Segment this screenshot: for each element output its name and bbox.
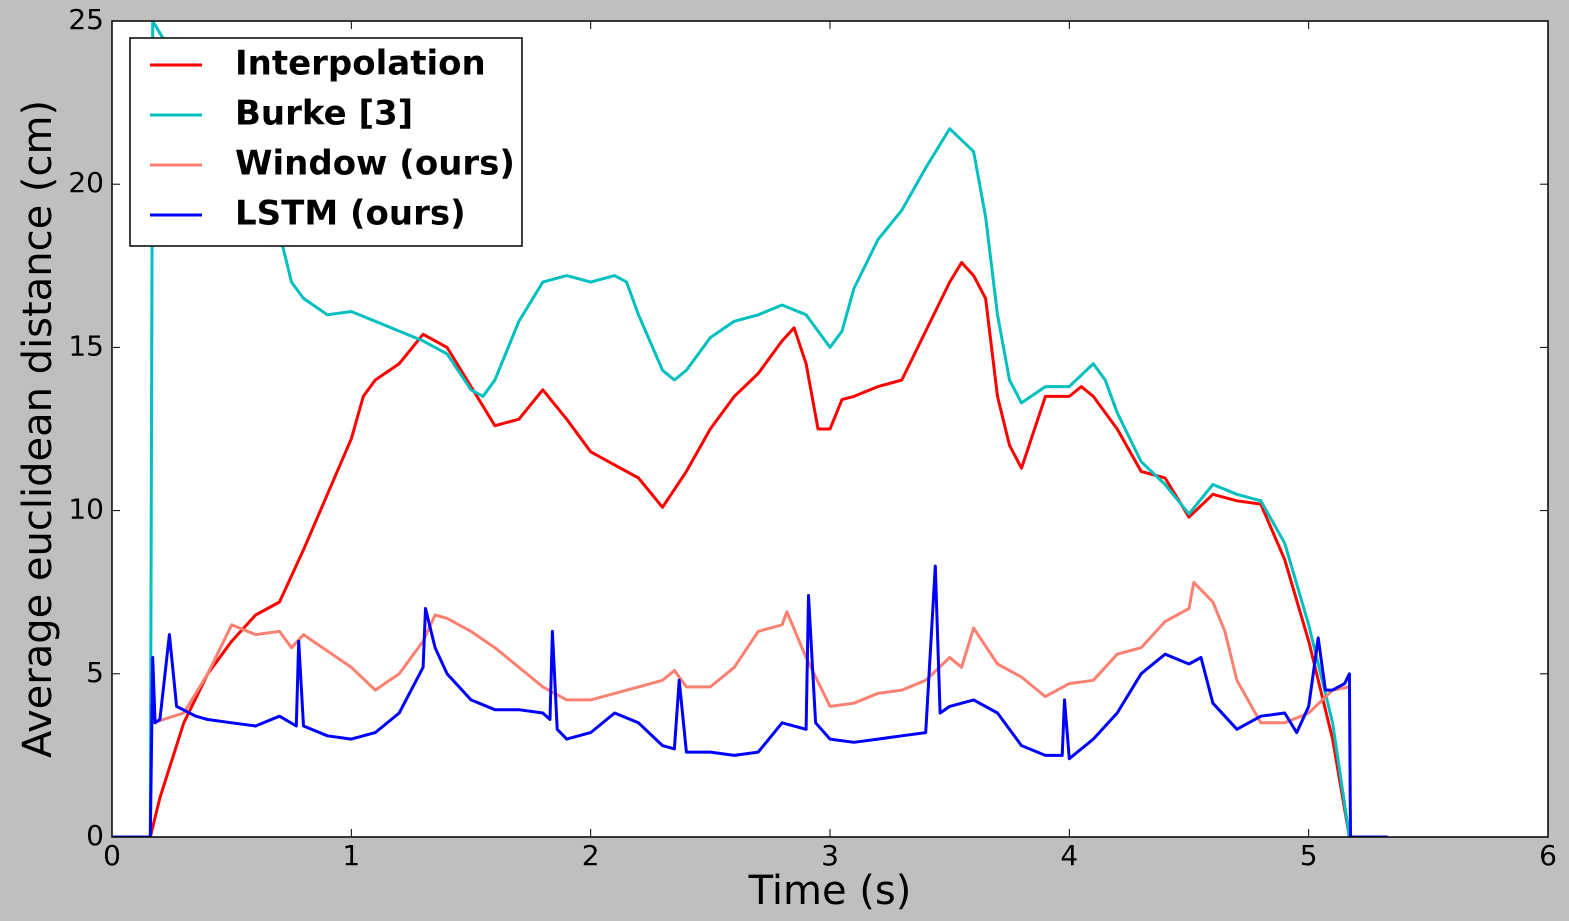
- legend-label: Burke [3]: [235, 94, 413, 134]
- legend-label: LSTM (ours): [235, 194, 466, 234]
- legend-label: Window (ours): [235, 144, 515, 184]
- x-tick-label: 0: [103, 839, 121, 872]
- x-tick-label: 5: [1300, 839, 1318, 872]
- x-tick-label: 3: [821, 839, 839, 872]
- series-line: [152, 580, 1350, 725]
- legend-label: Interpolation: [235, 44, 486, 84]
- x-tick-label: 1: [342, 839, 360, 872]
- y-tick-label: 15: [68, 329, 104, 362]
- x-tick-label: 2: [582, 839, 600, 872]
- x-tick-label: 4: [1060, 839, 1078, 872]
- x-axis-label: Time (s): [748, 868, 912, 914]
- series-line: [112, 564, 1388, 837]
- legend-box: [129, 37, 523, 247]
- y-tick-label: 20: [68, 166, 104, 199]
- y-tick-label: 25: [68, 3, 104, 36]
- legend: Interpolation Burke [3] Window (ours) LSTM …: [129, 37, 523, 247]
- y-tick-label: 10: [68, 493, 104, 526]
- series-line: [112, 21, 1351, 837]
- y-axis-label: Average euclidean distance (cm): [15, 100, 61, 758]
- series-line: [112, 261, 1351, 837]
- y-tick-label: 5: [86, 656, 104, 689]
- y-tick-label: 0: [86, 819, 104, 852]
- lines: [112, 21, 1388, 837]
- x-tick-label: 6: [1539, 839, 1557, 872]
